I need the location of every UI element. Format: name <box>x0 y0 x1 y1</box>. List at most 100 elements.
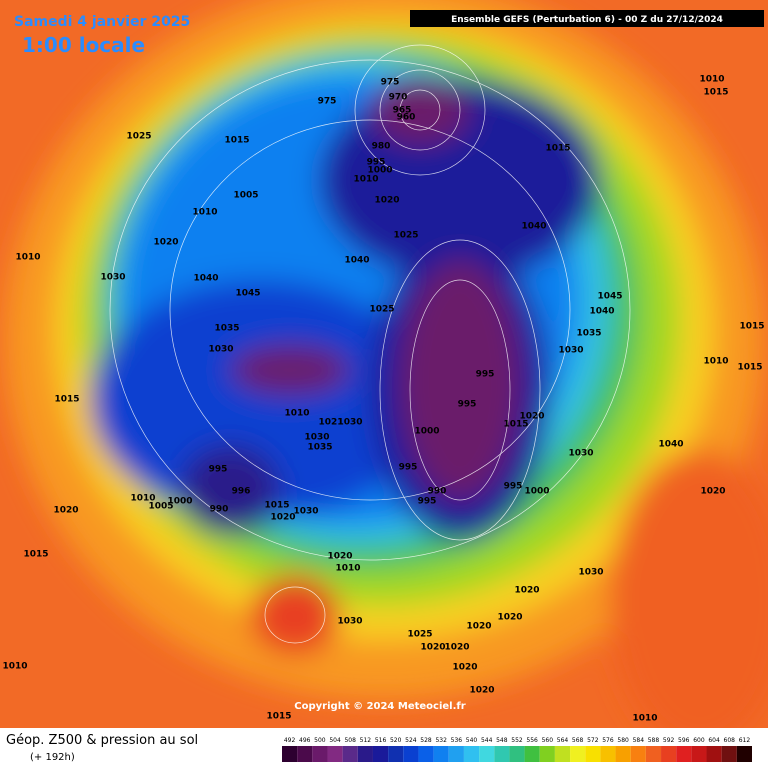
pressure-label: 1010 <box>632 714 657 724</box>
date: Samedi 4 janvier 2025 <box>14 14 190 30</box>
pressure-label: 1020 <box>420 643 445 653</box>
colorbar-swatch <box>691 746 707 762</box>
pressure-label: 1020 <box>53 506 78 516</box>
pressure-label: 1020 <box>466 622 491 632</box>
pressure-label: 975 <box>381 78 400 88</box>
time: 1:00 locale <box>22 33 145 57</box>
pressure-label: 1010 <box>15 253 40 263</box>
pressure-label: 1000 <box>367 166 392 176</box>
pressure-label: 1025 <box>369 305 394 315</box>
colorbar-swatch <box>736 746 752 762</box>
pressure-label: 1035 <box>307 443 332 453</box>
pressure-label: 1015 <box>739 322 764 332</box>
pressure-label: 1005 <box>148 502 173 512</box>
pressure-label: 1045 <box>235 289 260 299</box>
colorbar-swatch <box>615 746 631 762</box>
colorbar-swatch <box>297 746 313 762</box>
colorbar-label: 512 <box>360 737 372 744</box>
pressure-label: 1020 <box>519 412 544 422</box>
colorbar-label: 528 <box>420 737 432 744</box>
colorbar-swatch <box>539 746 555 762</box>
footer-title: Géop. Z500 & pression au sol <box>6 733 198 748</box>
pressure-label: 1020 <box>327 552 352 562</box>
pressure-label: 975 <box>318 97 337 107</box>
colorbar-swatch <box>403 746 419 762</box>
pressure-label: 1040 <box>193 274 218 284</box>
colorbar-label: 492 <box>284 737 296 744</box>
pressure-label: 1005 <box>233 191 258 201</box>
pressure-label: 995 <box>418 497 437 507</box>
pressure-label: 1015 <box>737 363 762 373</box>
pressure-label: 1030 <box>304 433 329 443</box>
colorbar-swatch <box>342 746 358 762</box>
colorbar-label: 592 <box>663 737 675 744</box>
model-info: Ensemble GEFS (Perturbation 6) - 00 Z du… <box>451 15 723 25</box>
colorbar-swatch <box>524 746 540 762</box>
pressure-label: 980 <box>372 142 391 152</box>
pressure-label: 1000 <box>524 487 549 497</box>
colorbar-label: 544 <box>481 737 493 744</box>
colorbar: 492 496 500 504 508 512 516 520 524 528 532 536 540 5… <box>282 737 752 762</box>
pressure-label: 1030 <box>337 418 362 428</box>
pressure-label: 995 <box>458 400 477 410</box>
pressure-label: 1021 <box>318 418 343 428</box>
pressure-label: 1020 <box>700 487 725 497</box>
colorbar-label: 588 <box>648 737 660 744</box>
pressure-label: 1015 <box>545 144 570 154</box>
pressure-label: 1015 <box>224 136 249 146</box>
pressure-label: 1040 <box>589 307 614 317</box>
colorbar-swatch <box>570 746 586 762</box>
colorbar-label: 564 <box>557 737 569 744</box>
pressure-label: 1030 <box>558 346 583 356</box>
colorbar-swatch <box>600 746 616 762</box>
colorbar-swatch <box>327 746 343 762</box>
colorbar-label: 500 <box>314 737 326 744</box>
colorbar-label: 580 <box>617 737 629 744</box>
pressure-label: 1020 <box>497 613 522 623</box>
colorbar-swatch <box>388 746 404 762</box>
colorbar-label: 556 <box>526 737 538 744</box>
colorbar-label: 532 <box>435 737 447 744</box>
footer-lead: (+ 192h) <box>30 752 75 763</box>
pressure-label: 1020 <box>153 238 178 248</box>
colorbar-swatch <box>372 746 389 762</box>
pressure-label: 1015 <box>54 395 79 405</box>
colorbar-swatch <box>554 746 571 762</box>
pressure-label: 1000 <box>167 497 192 507</box>
colorbar-swatch <box>357 746 373 762</box>
pressure-label: 1025 <box>407 630 432 640</box>
pressure-label: 995 <box>399 463 418 473</box>
colorbar-swatch <box>494 746 510 762</box>
colorbar-label: 516 <box>375 737 387 744</box>
pressure-label: 1040 <box>521 222 546 232</box>
colorbar-label: 540 <box>466 737 478 744</box>
pressure-label: 995 <box>367 158 386 168</box>
colorbar-label: 496 <box>299 737 311 744</box>
pressure-label: 1020 <box>514 586 539 596</box>
colorbar-label: 576 <box>602 737 614 744</box>
pressure-label: 1015 <box>266 712 291 722</box>
copyright: Copyright © 2024 Meteociel.fr <box>294 701 465 712</box>
colorbar-swatch <box>645 746 662 762</box>
pressure-label: 1010 <box>2 662 27 672</box>
pressure-label: 1010 <box>703 357 728 367</box>
pressure-label: 1000 <box>414 427 439 437</box>
colorbar-label: 504 <box>329 737 341 744</box>
colorbar-label: 572 <box>587 737 599 744</box>
colorbar-swatch <box>312 746 328 762</box>
pressure-label: 1025 <box>126 132 151 142</box>
field <box>0 0 768 728</box>
colorbar-label: 608 <box>724 737 736 744</box>
colorbar-label: 552 <box>511 737 523 744</box>
colorbar-swatch <box>721 746 737 762</box>
colorbar-label: 584 <box>633 737 645 744</box>
colorbar-swatch <box>418 746 434 762</box>
colorbar-swatch <box>630 746 646 762</box>
pressure-label: 1030 <box>293 507 318 517</box>
colorbar-swatch <box>509 746 525 762</box>
colorbar-swatch <box>706 746 722 762</box>
pressure-label: 1020 <box>469 686 494 696</box>
pressure-label: 990 <box>428 487 447 497</box>
